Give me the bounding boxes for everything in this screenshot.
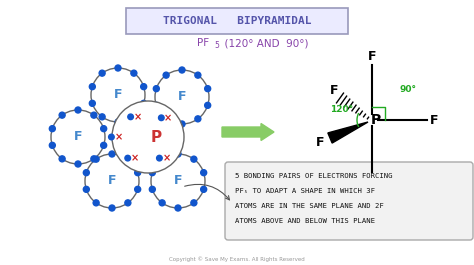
Circle shape — [109, 205, 115, 211]
Circle shape — [191, 156, 197, 162]
Circle shape — [153, 86, 159, 92]
Text: F: F — [368, 175, 376, 188]
Circle shape — [93, 200, 99, 206]
Text: ×: × — [114, 132, 122, 142]
Circle shape — [115, 119, 121, 125]
Circle shape — [141, 100, 146, 106]
Text: ×: × — [134, 112, 142, 122]
Text: TRIGONAL   BIPYRAMIDAL: TRIGONAL BIPYRAMIDAL — [163, 16, 311, 26]
Circle shape — [158, 115, 164, 121]
Circle shape — [51, 110, 105, 164]
Circle shape — [112, 101, 184, 173]
Circle shape — [131, 114, 137, 120]
Text: PF: PF — [197, 38, 209, 48]
Circle shape — [149, 186, 155, 192]
Circle shape — [83, 170, 89, 176]
Circle shape — [59, 112, 65, 118]
Circle shape — [99, 114, 105, 120]
Circle shape — [89, 84, 95, 90]
FancyBboxPatch shape — [126, 8, 348, 34]
Text: 120°: 120° — [330, 105, 354, 114]
Text: F: F — [178, 91, 186, 104]
Circle shape — [125, 155, 130, 161]
Text: ATOMS ABOVE AND BELOW THIS PLANE: ATOMS ABOVE AND BELOW THIS PLANE — [235, 218, 375, 224]
Circle shape — [155, 70, 209, 124]
Circle shape — [75, 107, 81, 113]
Text: (120° AND  90°): (120° AND 90°) — [218, 38, 309, 48]
Circle shape — [135, 186, 141, 192]
Circle shape — [153, 102, 159, 108]
Text: 5: 5 — [214, 42, 219, 51]
Circle shape — [159, 156, 165, 162]
Circle shape — [125, 156, 131, 162]
Circle shape — [109, 151, 115, 157]
Circle shape — [205, 102, 210, 108]
Circle shape — [175, 151, 181, 157]
Text: F: F — [430, 113, 438, 126]
Circle shape — [91, 156, 97, 162]
Text: ATOMS ARE IN THE SAME PLANE AND 2F: ATOMS ARE IN THE SAME PLANE AND 2F — [235, 203, 384, 209]
Circle shape — [201, 186, 207, 192]
Circle shape — [151, 154, 205, 208]
Text: ×: × — [164, 113, 173, 123]
Circle shape — [191, 200, 197, 206]
Text: F: F — [330, 83, 338, 96]
Circle shape — [100, 142, 107, 148]
Circle shape — [149, 170, 155, 176]
Circle shape — [163, 116, 169, 122]
Circle shape — [195, 72, 201, 78]
Circle shape — [159, 200, 165, 206]
Circle shape — [91, 112, 97, 118]
Circle shape — [141, 84, 146, 90]
Text: F: F — [108, 174, 116, 188]
Circle shape — [125, 200, 131, 206]
Circle shape — [89, 100, 95, 106]
Text: F: F — [174, 174, 182, 188]
Circle shape — [175, 205, 181, 211]
Circle shape — [49, 126, 55, 132]
Polygon shape — [328, 122, 368, 143]
Circle shape — [131, 70, 137, 76]
Circle shape — [109, 134, 114, 140]
Circle shape — [85, 154, 139, 208]
Circle shape — [201, 170, 207, 176]
Circle shape — [49, 142, 55, 148]
Text: F: F — [368, 50, 376, 63]
Circle shape — [100, 126, 107, 132]
Text: 5 BONDING PAIRS OF ELECTRONS FORCING: 5 BONDING PAIRS OF ELECTRONS FORCING — [235, 173, 392, 179]
Circle shape — [128, 114, 133, 120]
Circle shape — [83, 186, 89, 192]
Circle shape — [179, 67, 185, 73]
Text: F: F — [74, 130, 82, 144]
Circle shape — [91, 68, 145, 122]
Text: Copyright © Save My Exams. All Rights Reserved: Copyright © Save My Exams. All Rights Re… — [169, 256, 305, 262]
Circle shape — [156, 155, 162, 161]
FancyArrow shape — [222, 123, 274, 140]
FancyBboxPatch shape — [225, 162, 473, 240]
Text: ×: × — [162, 153, 171, 163]
Text: P: P — [150, 130, 162, 144]
Circle shape — [99, 70, 105, 76]
Circle shape — [195, 116, 201, 122]
Circle shape — [75, 161, 81, 167]
Circle shape — [163, 72, 169, 78]
Circle shape — [205, 86, 210, 92]
Circle shape — [115, 65, 121, 71]
Text: F: F — [316, 135, 324, 148]
Circle shape — [93, 156, 99, 162]
Text: 90°: 90° — [400, 86, 417, 95]
Text: P: P — [371, 113, 381, 127]
Circle shape — [179, 121, 185, 127]
FancyArrowPatch shape — [185, 184, 229, 200]
Text: F: F — [114, 89, 122, 101]
Text: ×: × — [131, 153, 139, 163]
Text: PF₅ TO ADAPT A SHAPE IN WHICH 3F: PF₅ TO ADAPT A SHAPE IN WHICH 3F — [235, 188, 375, 194]
Circle shape — [59, 156, 65, 162]
Circle shape — [135, 170, 141, 176]
